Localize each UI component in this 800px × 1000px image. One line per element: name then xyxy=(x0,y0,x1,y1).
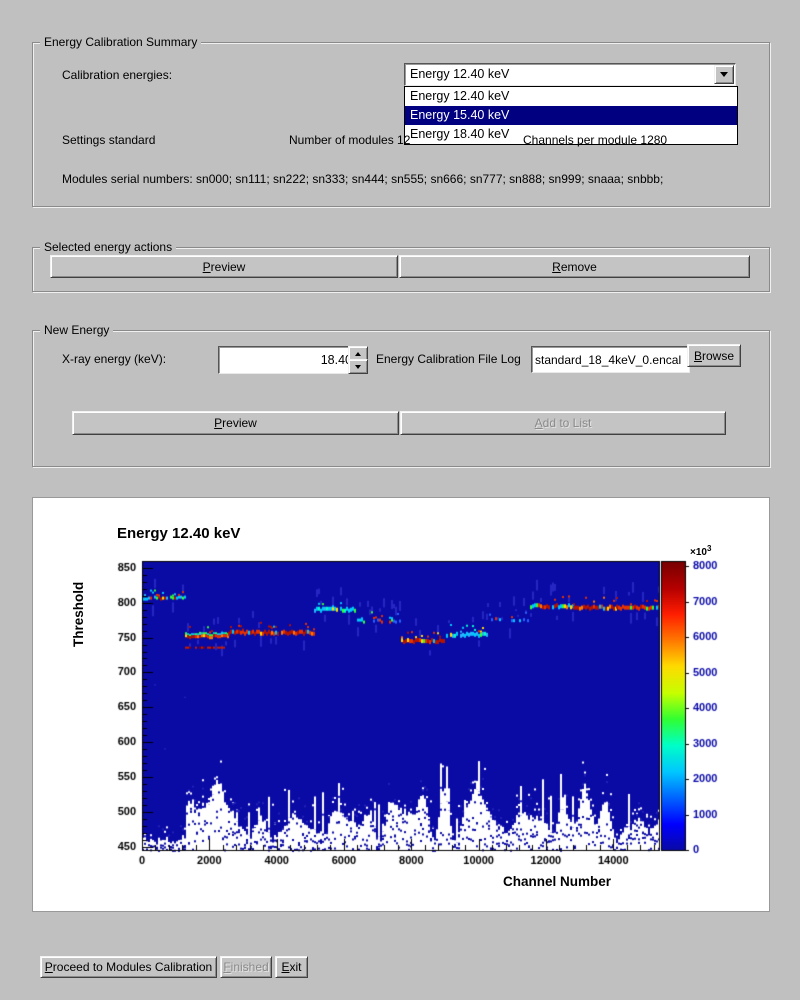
calibration-energies-combobox[interactable]: Energy 12.40 keV xyxy=(404,63,736,86)
exit-button[interactable]: Exit xyxy=(275,956,308,978)
finished-button[interactable]: Finished xyxy=(220,956,272,978)
channels-per-module-label: Channels per module 1280 xyxy=(523,133,668,147)
remove-button-label: Remove xyxy=(552,259,597,274)
calibration-energies-label: Calibration energies: xyxy=(62,68,173,82)
spin-down-button[interactable] xyxy=(348,359,368,374)
threshold-scan-heatmap xyxy=(33,498,769,911)
proceed-button-label: Proceed to Modules Calibration xyxy=(44,960,213,974)
plot-title: Energy 12.40 keV xyxy=(117,525,241,542)
exit-button-label: Exit xyxy=(281,960,302,974)
selected-actions-group-title: Selected energy actions xyxy=(40,240,177,254)
multiplier-exponent: 3 xyxy=(706,544,712,553)
xray-energy-spinbox[interactable] xyxy=(218,346,368,374)
add-to-list-button[interactable]: Add to List xyxy=(400,411,726,435)
new-energy-group-title: New Energy xyxy=(40,323,114,337)
xray-energy-label: X-ray energy (keV): xyxy=(62,352,167,366)
browse-button[interactable]: Browse xyxy=(687,344,741,367)
finished-button-label: Finished xyxy=(223,960,269,974)
summary-group xyxy=(32,42,770,207)
dropdown-item-selected[interactable]: Energy 15.40 keV xyxy=(405,106,737,125)
combobox-value[interactable]: Energy 12.40 keV xyxy=(404,63,736,86)
combobox-dropdown-button[interactable] xyxy=(714,65,734,84)
add-to-list-button-label: Add to List xyxy=(534,416,592,430)
preview-new-button[interactable]: Preview xyxy=(72,411,399,435)
arrow-up-icon xyxy=(355,351,361,356)
num-modules-label: Number of modules 12 xyxy=(289,133,411,147)
multiplier-base: ×10 xyxy=(690,547,707,558)
colorbar-multiplier-label: ×103 xyxy=(690,544,711,558)
selected-actions-group xyxy=(32,247,770,292)
dropdown-item[interactable]: Energy 18.40 keV xyxy=(410,127,510,141)
y-axis-title: Threshold xyxy=(71,581,86,647)
summary-group-title: Energy Calibration Summary xyxy=(40,35,202,49)
xray-energy-input[interactable] xyxy=(218,346,356,374)
file-log-label: Energy Calibration File Log xyxy=(376,352,521,366)
proceed-to-modules-calibration-button[interactable]: Proceed to Modules Calibration xyxy=(40,956,217,978)
chevron-down-icon xyxy=(720,72,728,77)
preview-selected-button[interactable]: Preview xyxy=(50,255,398,278)
dropdown-item[interactable]: Energy 12.40 keV xyxy=(410,89,510,103)
preview-new-button-label: Preview xyxy=(214,416,257,430)
x-axis-title: Channel Number xyxy=(503,874,612,889)
file-log-input[interactable] xyxy=(531,346,690,373)
plot-panel: Energy 12.40 keV Threshold Channel Numbe… xyxy=(32,497,770,912)
preview-selected-button-label: Preview xyxy=(202,259,246,274)
new-energy-group xyxy=(32,330,770,467)
arrow-down-icon xyxy=(355,364,361,369)
serial-numbers-label: Modules serial numbers: sn000; sn111; sn… xyxy=(62,172,664,186)
remove-button[interactable]: Remove xyxy=(399,255,750,278)
browse-button-label: Browse xyxy=(693,348,735,363)
combobox-value-text: Energy 12.40 keV xyxy=(410,67,510,81)
settings-label: Settings standard xyxy=(62,133,156,147)
combobox-dropdown-list: Energy 12.40 keV Energy 15.40 keV Energy… xyxy=(404,86,738,145)
